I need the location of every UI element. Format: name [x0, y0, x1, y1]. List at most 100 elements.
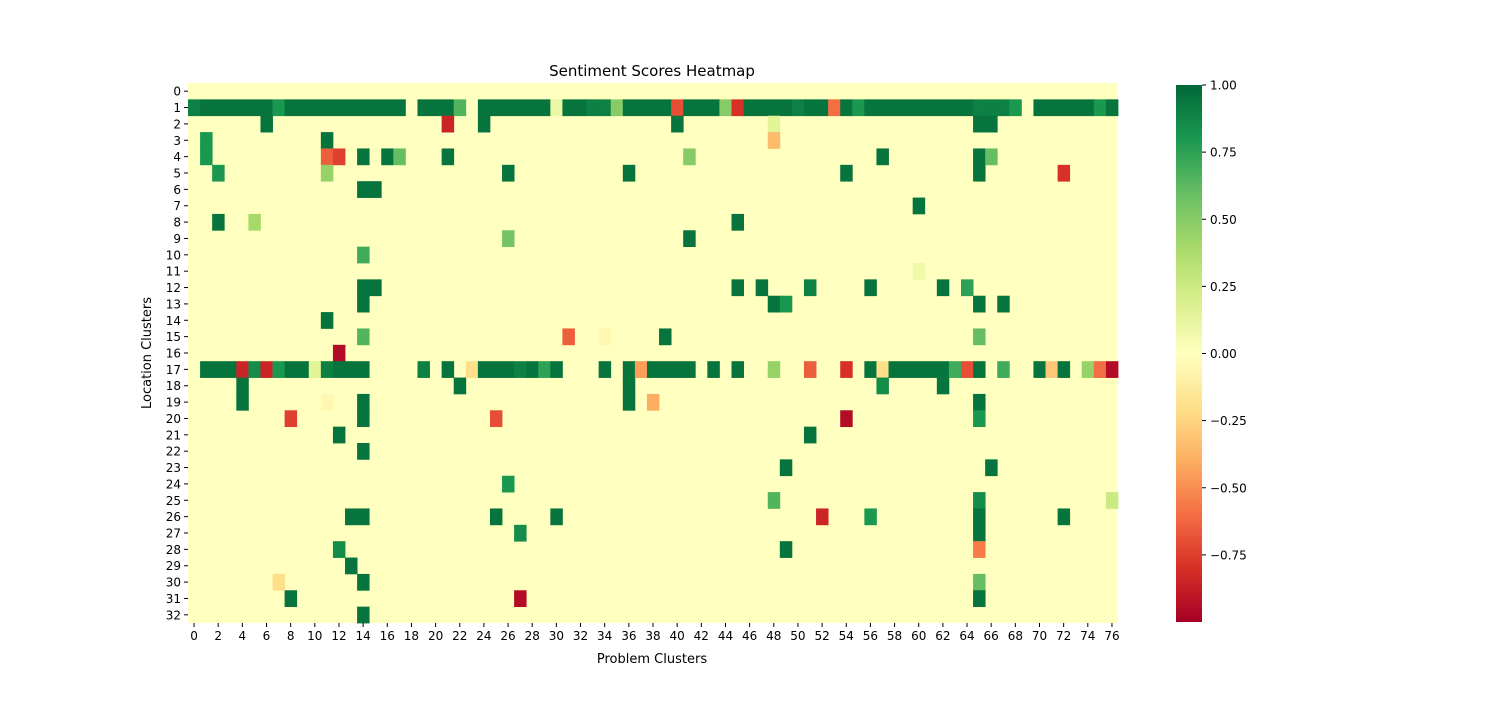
heatmap-cell [442, 99, 454, 116]
heatmap-cell [526, 99, 538, 116]
heatmap-cell [357, 361, 369, 378]
heatmap-cell [333, 148, 345, 165]
heatmap-cell [285, 361, 297, 378]
heatmap-cell [321, 148, 333, 165]
heatmap-cell [212, 361, 224, 378]
colorbar-tick-label: 0.25 [1210, 280, 1237, 294]
x-tick-label: 34 [597, 629, 612, 643]
y-tick-label: 30 [166, 576, 181, 590]
heatmap-cell [442, 116, 454, 133]
heatmap-cell [248, 361, 260, 378]
x-tick-label: 28 [525, 629, 540, 643]
heatmap-cell [635, 361, 647, 378]
heatmap-cell [514, 361, 526, 378]
heatmap-cell [695, 99, 707, 116]
heatmap-cell [901, 99, 913, 116]
heatmap-cell [381, 148, 393, 165]
y-tick-label: 15 [166, 330, 181, 344]
heatmap-cell [273, 361, 285, 378]
y-tick-label: 21 [166, 428, 181, 442]
heatmap-cell [913, 198, 925, 215]
x-tick-label: 60 [911, 629, 926, 643]
heatmap-cell [369, 279, 381, 296]
heatmap-cell [768, 296, 780, 313]
heatmap-cell [961, 279, 973, 296]
heatmap-cell [478, 361, 490, 378]
heatmap-cell [973, 116, 985, 133]
heatmap-cell [417, 361, 429, 378]
heatmap-cell [466, 361, 478, 378]
heatmap-cell [273, 574, 285, 591]
x-tick-label: 40 [670, 629, 685, 643]
heatmap-cell [840, 361, 852, 378]
heatmap-cell [683, 99, 695, 116]
heatmap-cell [683, 230, 695, 247]
x-tick-label: 58 [887, 629, 902, 643]
heatmap-cell [200, 132, 212, 149]
heatmap-cell [1058, 99, 1070, 116]
heatmap-cell [647, 394, 659, 411]
y-tick-label: 2 [173, 117, 181, 131]
y-tick-label: 4 [173, 150, 181, 164]
y-tick-label: 11 [166, 265, 181, 279]
heatmap-cell [200, 99, 212, 116]
y-tick-label: 23 [166, 461, 181, 475]
heatmap-cell [1094, 99, 1106, 116]
heatmap-cell [260, 99, 272, 116]
heatmap-cell [599, 328, 611, 345]
y-tick-label: 6 [173, 183, 181, 197]
heatmap-cell [804, 99, 816, 116]
heatmap-cell [345, 99, 357, 116]
heatmap-cell [985, 99, 997, 116]
heatmap-cell [623, 361, 635, 378]
heatmap-cell [224, 361, 236, 378]
heatmap-cell [780, 459, 792, 476]
heatmap-cell [200, 361, 212, 378]
heatmap-cell [889, 361, 901, 378]
heatmap-cell [200, 148, 212, 165]
heatmap-cell [1106, 492, 1118, 509]
x-tick-label: 30 [549, 629, 564, 643]
x-tick-label: 46 [742, 629, 757, 643]
heatmap-cell [393, 148, 405, 165]
colorbar-tick-label: 0.00 [1210, 347, 1237, 361]
heatmap-cell [889, 99, 901, 116]
heatmap-cell [538, 361, 550, 378]
heatmap-cell [1009, 99, 1021, 116]
heatmap-cell [599, 99, 611, 116]
heatmap-cell [659, 99, 671, 116]
heatmap-cell [357, 148, 369, 165]
heatmap-cell [502, 230, 514, 247]
heatmap-cell [780, 541, 792, 558]
heatmap-cell [611, 99, 623, 116]
heatmap-cell [719, 99, 731, 116]
heatmap-cell [381, 99, 393, 116]
heatmap-cell [864, 361, 876, 378]
y-tick-label: 5 [173, 167, 181, 181]
y-tick-label: 17 [166, 363, 181, 377]
heatmap-cell [1070, 99, 1082, 116]
heatmap-cell [623, 394, 635, 411]
heatmap-cell [876, 378, 888, 395]
y-tick-label: 31 [166, 592, 181, 606]
heatmap-cell [212, 99, 224, 116]
heatmap-cell [1033, 99, 1045, 116]
heatmap-cell [393, 99, 405, 116]
heatmap-cell [683, 361, 695, 378]
heatmap-cell [490, 361, 502, 378]
y-tick-label: 9 [173, 232, 181, 246]
heatmap-cell [671, 116, 683, 133]
y-tick-label: 22 [166, 445, 181, 459]
heatmap-cell [514, 590, 526, 607]
x-tick-label: 36 [621, 629, 636, 643]
x-tick-label: 12 [331, 629, 346, 643]
x-tick-label: 18 [404, 629, 419, 643]
heatmap-cell [478, 99, 490, 116]
heatmap-cell [732, 214, 744, 231]
heatmap-cell [357, 247, 369, 264]
y-tick-label: 28 [166, 543, 181, 557]
heatmap-cell [357, 328, 369, 345]
heatmap-cell [321, 99, 333, 116]
x-tick-label: 38 [645, 629, 660, 643]
